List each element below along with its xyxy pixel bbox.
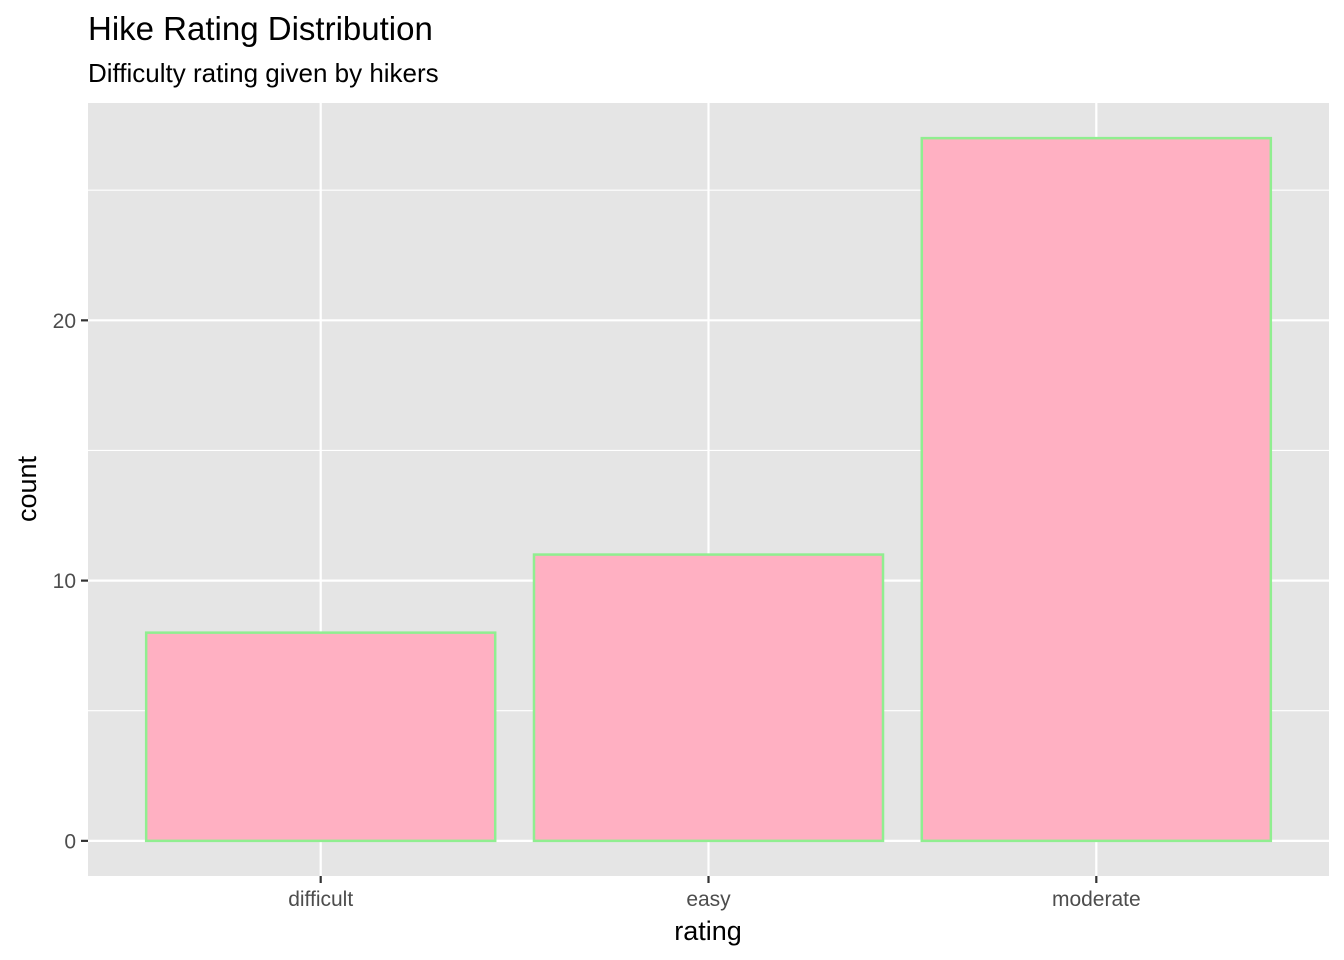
chart-subtitle: Difficulty rating given by hikers — [88, 58, 439, 88]
y-tick-label: 0 — [64, 830, 76, 853]
x-axis-title: rating — [674, 916, 742, 946]
chart-title: Hike Rating Distribution — [88, 10, 433, 47]
bar-moderate — [920, 136, 1273, 843]
x-tick-label: easy — [686, 888, 731, 911]
y-axis: 0 10 20 — [53, 310, 88, 853]
y-tick-label: 10 — [53, 570, 76, 593]
x-axis: difficult easy moderate — [288, 876, 1141, 911]
x-tick-label: difficult — [288, 888, 353, 911]
y-tick-label: 20 — [53, 310, 76, 333]
bar-easy — [532, 553, 885, 843]
x-tick-label: moderate — [1052, 888, 1141, 911]
y-axis-title: count — [12, 455, 42, 522]
bars — [144, 136, 1273, 843]
bar-difficult — [144, 631, 497, 843]
